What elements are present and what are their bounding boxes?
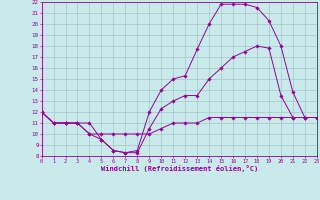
- X-axis label: Windchill (Refroidissement éolien,°C): Windchill (Refroidissement éolien,°C): [100, 165, 258, 172]
